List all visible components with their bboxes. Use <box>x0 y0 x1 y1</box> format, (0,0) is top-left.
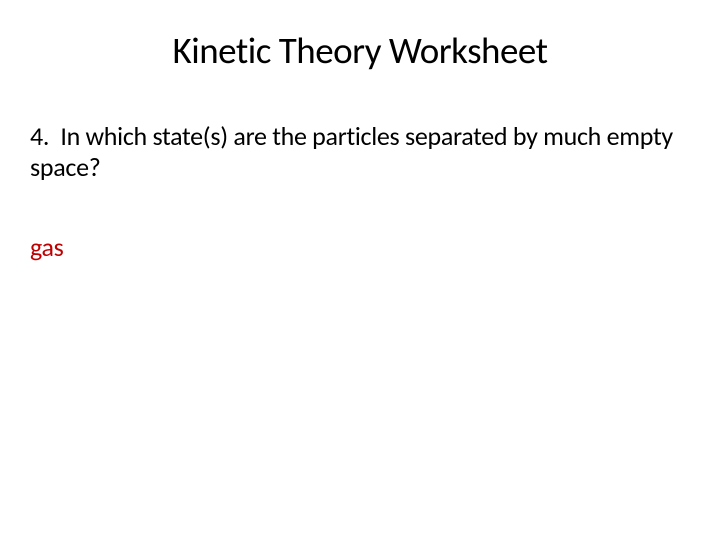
question-text: 4. In which state(s) are the particles s… <box>30 121 690 183</box>
answer-text: gas <box>30 231 690 263</box>
worksheet-title: Kinetic Theory Worksheet <box>30 28 690 73</box>
question-number: 4. <box>30 120 49 152</box>
question-body: In which state(s) are the particles sepa… <box>30 120 673 183</box>
slide-container: Kinetic Theory Worksheet 4. In which sta… <box>0 0 720 540</box>
